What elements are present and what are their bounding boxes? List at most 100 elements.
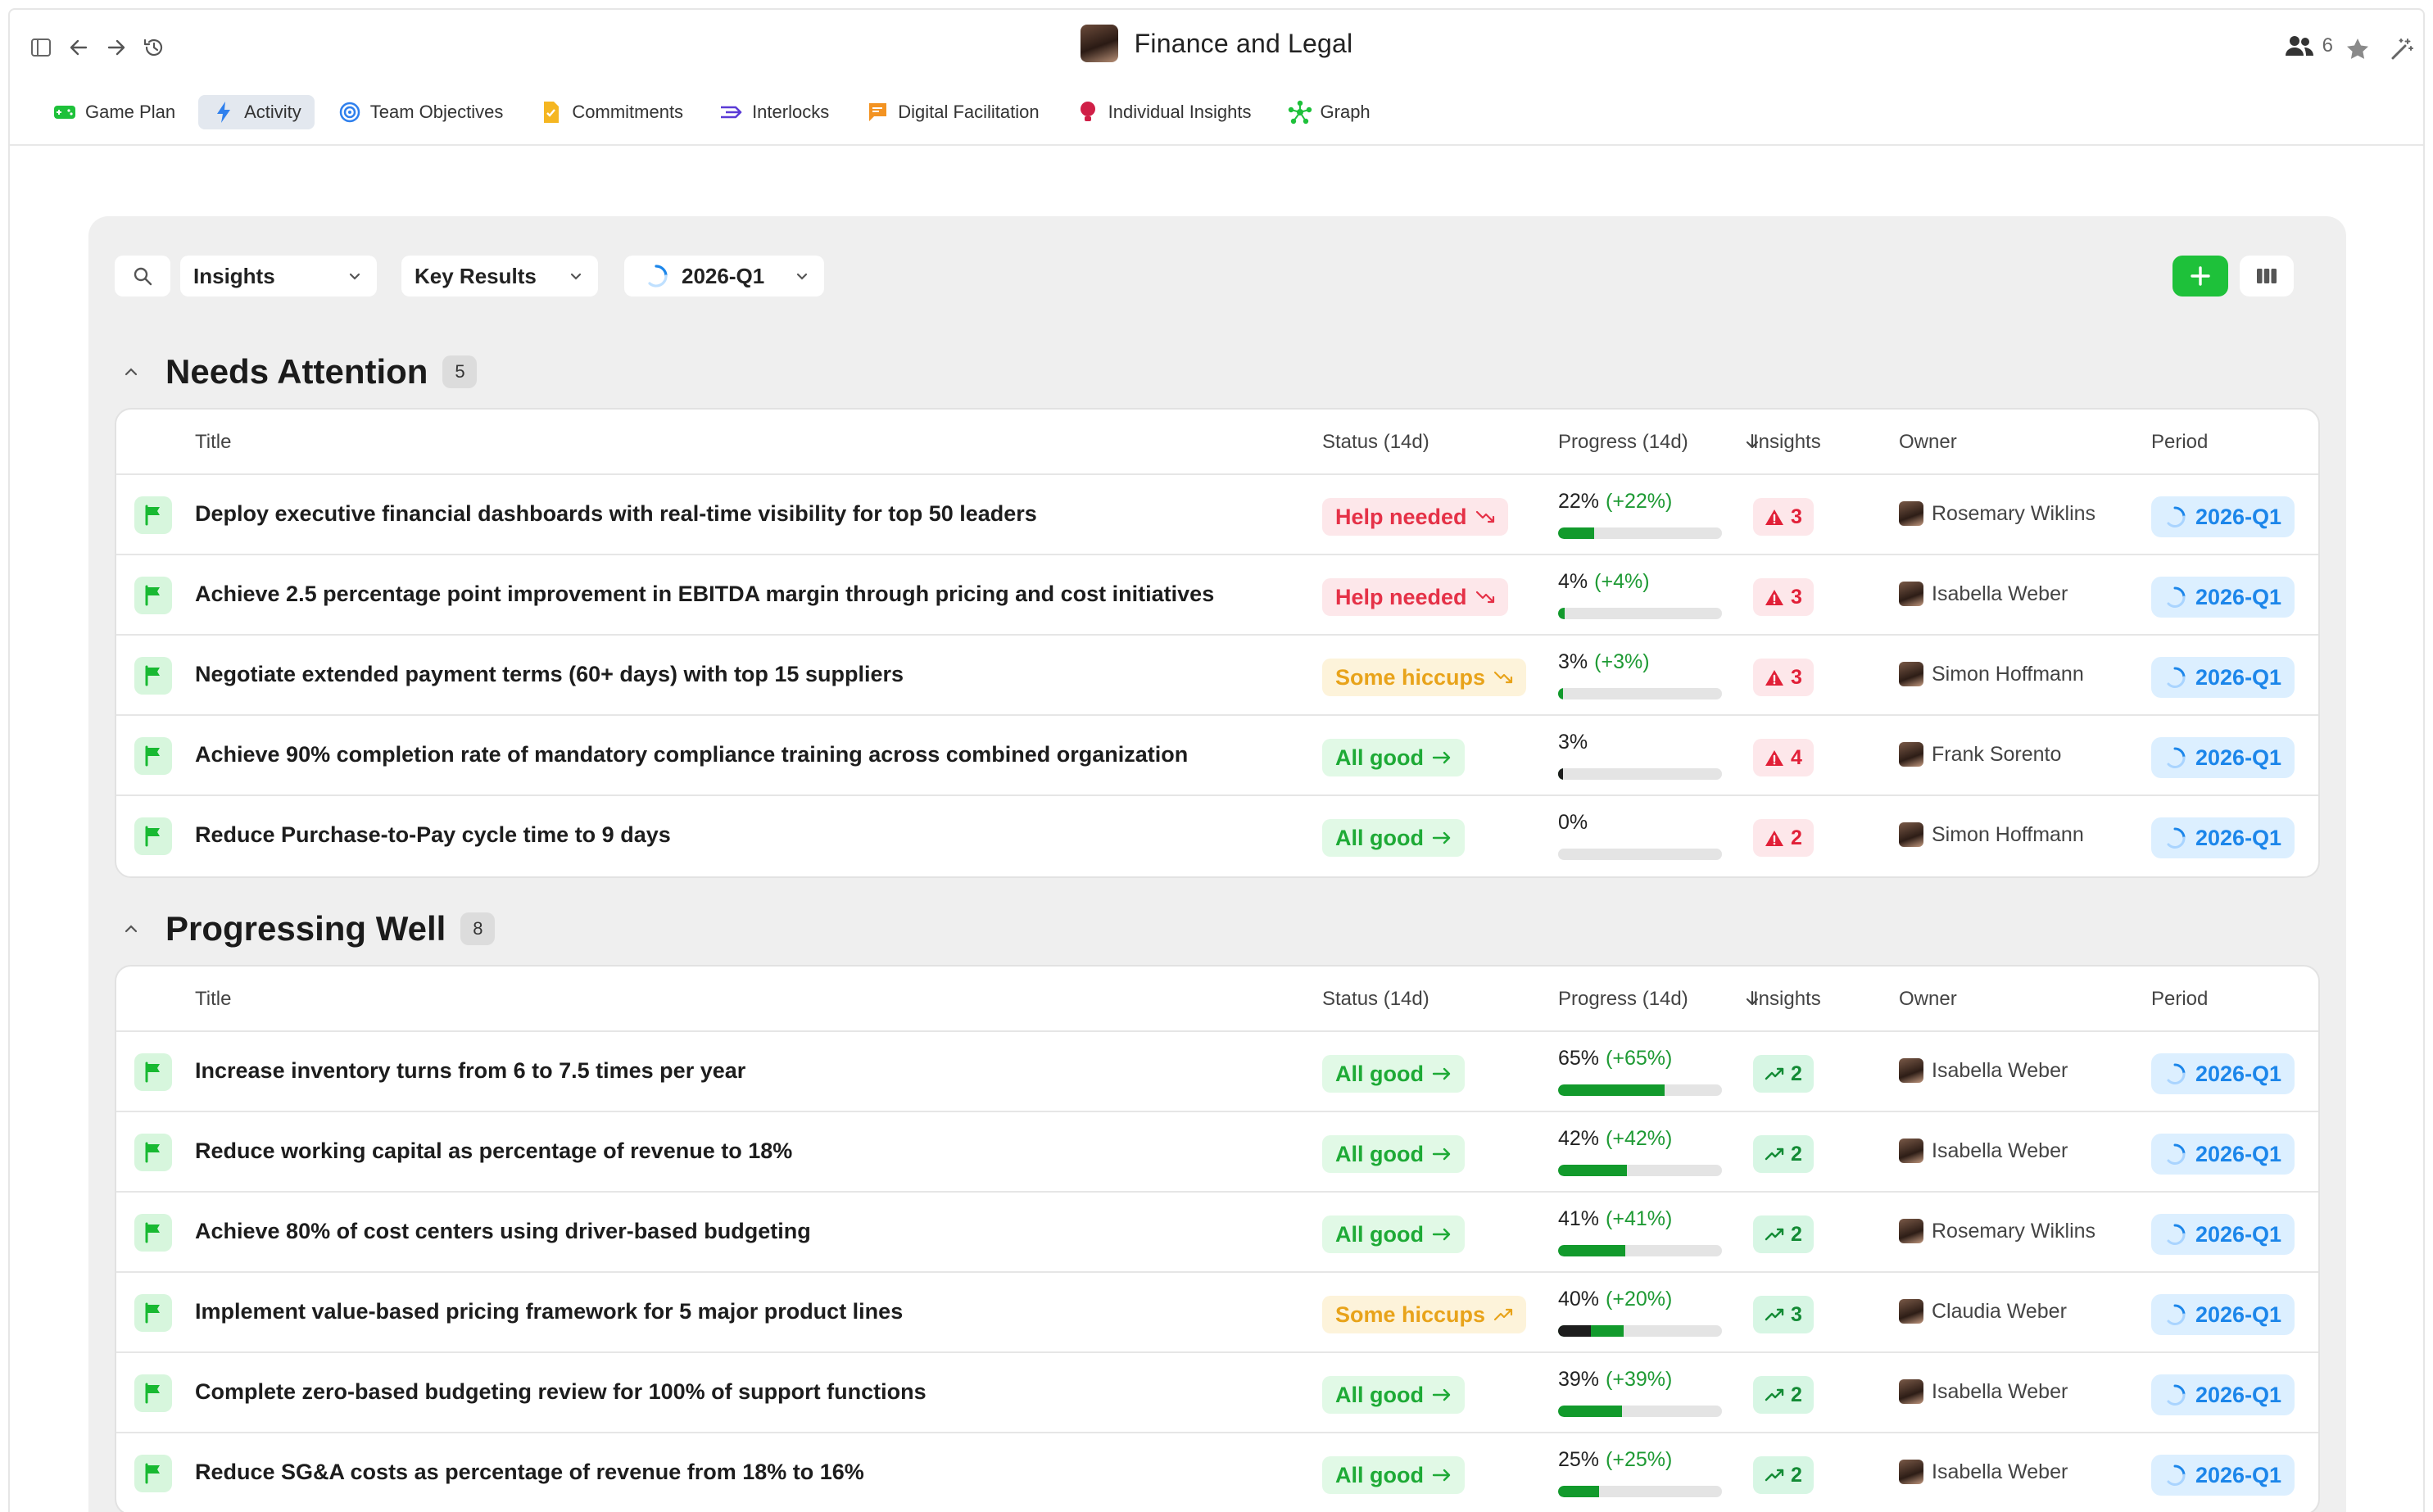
key-result-title[interactable]: Reduce working capital as percentage of … [195,1139,793,1163]
owner-name: Isabella Weber [1932,582,2068,605]
view-select[interactable]: Insights [180,256,377,297]
key-result-flag [134,1053,172,1091]
table-row[interactable]: Reduce SG&A costs as percentage of reven… [116,1433,2318,1512]
period-badge[interactable]: 2026-Q1 [2151,737,2295,778]
insights-badge[interactable]: 2 [1753,1055,1814,1093]
collapse-button[interactable] [115,920,147,938]
period-label: 2026-Q1 [2195,1382,2282,1407]
table-row[interactable]: Achieve 80% of cost centers using driver… [116,1193,2318,1273]
period-badge[interactable]: 2026-Q1 [2151,1374,2295,1415]
insights-badge[interactable]: 3 [1753,1296,1814,1333]
insights-badge[interactable]: 4 [1753,739,1814,776]
insights-count: 2 [1791,826,1802,849]
owner-cell[interactable]: Frank Sorento [1899,742,2061,767]
progress-bar [1558,527,1722,539]
owner-cell[interactable]: Rosemary Wiklins [1899,1219,2095,1243]
insights-badge[interactable]: 3 [1753,578,1814,616]
progress-cell: 40% (+20%) [1558,1288,1722,1337]
members-button[interactable]: 6 [2285,34,2333,57]
column-header-progress[interactable]: Progress (14d) [1558,988,1688,1010]
table-row[interactable]: Reduce Purchase-to-Pay cycle time to 9 d… [116,796,2318,876]
search-button[interactable] [115,256,170,297]
key-result-title[interactable]: Achieve 2.5 percentage point improvement… [195,582,1215,606]
gamepad-icon [52,100,77,124]
window-title-group: Finance and Legal [10,25,2423,62]
key-result-title[interactable]: Achieve 90% completion rate of mandatory… [195,742,1189,767]
tab-interlocks[interactable]: Interlocks [706,95,842,129]
tab-team-objectives[interactable]: Team Objectives [324,95,517,129]
owner-cell[interactable]: Isabella Weber [1899,1058,2068,1083]
insights-badge[interactable]: 2 [1753,819,1814,857]
tab-individual-insights[interactable]: Individual Insights [1062,95,1265,129]
tab-game-plan[interactable]: Game Plan [39,95,188,129]
period-select[interactable]: 2026-Q1 [624,256,824,297]
period-label: 2026-Q1 [2195,825,2282,850]
key-result-title[interactable]: Complete zero-based budgeting review for… [195,1379,927,1404]
owner-cell[interactable]: Isabella Weber [1899,582,2068,606]
column-header-progress[interactable]: Progress (14d) [1558,431,1688,453]
owner-cell[interactable]: Simon Hoffmann [1899,662,2084,686]
owner-cell[interactable]: Isabella Weber [1899,1460,2068,1484]
table-row[interactable]: Increase inventory turns from 6 to 7.5 t… [116,1032,2318,1112]
flag-icon [145,505,160,526]
sidebar-toggle-icon[interactable] [25,31,57,64]
table-row[interactable]: Achieve 2.5 percentage point improvement… [116,555,2318,636]
table-row[interactable]: Complete zero-based budgeting review for… [116,1353,2318,1433]
filter-toolbar: Insights Key Results 2026-Q1 [115,256,2320,297]
period-badge[interactable]: 2026-Q1 [2151,1134,2295,1175]
progress-bar [1558,768,1722,780]
key-result-title[interactable]: Deploy executive financial dashboards wi… [195,501,1037,526]
period-badge[interactable]: 2026-Q1 [2151,817,2295,858]
tab-digital-facilitation[interactable]: Digital Facilitation [852,95,1052,129]
period-badge[interactable]: 2026-Q1 [2151,496,2295,537]
key-result-title[interactable]: Reduce Purchase-to-Pay cycle time to 9 d… [195,822,671,847]
period-badge[interactable]: 2026-Q1 [2151,1294,2295,1335]
trend-up-icon [1765,1308,1784,1321]
owner-name: Rosemary Wiklins [1932,501,2096,525]
forward-arrow-icon[interactable] [100,31,133,64]
table-row[interactable]: Implement value-based pricing framework … [116,1273,2318,1353]
status-label: Some hiccups [1335,664,1486,690]
progress-value: 39% [1558,1368,1600,1391]
owner-cell[interactable]: Claudia Weber [1899,1299,2067,1324]
columns-button[interactable] [2240,256,2294,297]
owner-cell[interactable]: Rosemary Wiklins [1899,501,2095,526]
app-window: Finance and Legal 6 Game Plan Activity T… [8,8,2425,1512]
period-progress-icon [2167,667,2186,688]
key-result-title[interactable]: Achieve 80% of cost centers using driver… [195,1219,811,1243]
period-badge[interactable]: 2026-Q1 [2151,577,2295,618]
avatar [1899,742,1923,767]
tab-graph[interactable]: Graph [1275,95,1384,129]
key-result-title[interactable]: Negotiate extended payment terms (60+ da… [195,662,904,686]
star-icon[interactable] [2341,33,2374,66]
owner-cell[interactable]: Simon Hoffmann [1899,822,2084,847]
tab-activity[interactable]: Activity [198,95,315,129]
collapse-button[interactable] [115,363,147,381]
period-badge[interactable]: 2026-Q1 [2151,1053,2295,1094]
insights-badge[interactable]: 2 [1753,1215,1814,1253]
table-row[interactable]: Negotiate extended payment terms (60+ da… [116,636,2318,716]
history-icon[interactable] [138,31,170,64]
key-result-title[interactable]: Increase inventory turns from 6 to 7.5 t… [195,1058,746,1083]
key-result-title[interactable]: Implement value-based pricing framework … [195,1299,904,1324]
table-row[interactable]: Deploy executive financial dashboards wi… [116,475,2318,555]
table-row[interactable]: Achieve 90% completion rate of mandatory… [116,716,2318,796]
type-select[interactable]: Key Results [401,256,598,297]
insights-badge[interactable]: 2 [1753,1456,1814,1494]
period-badge[interactable]: 2026-Q1 [2151,1214,2295,1255]
insights-badge[interactable]: 2 [1753,1376,1814,1414]
add-button[interactable] [2172,256,2228,297]
insights-badge[interactable]: 3 [1753,659,1814,696]
owner-cell[interactable]: Isabella Weber [1899,1379,2068,1404]
table-row[interactable]: Reduce working capital as percentage of … [116,1112,2318,1193]
magic-wand-icon[interactable] [2385,33,2418,66]
key-result-title[interactable]: Reduce SG&A costs as percentage of reven… [195,1460,864,1484]
tab-commitments[interactable]: Commitments [526,95,696,129]
period-badge[interactable]: 2026-Q1 [2151,657,2295,698]
period-badge[interactable]: 2026-Q1 [2151,1455,2295,1496]
back-arrow-icon[interactable] [62,31,95,64]
insights-badge[interactable]: 3 [1753,498,1814,536]
owner-cell[interactable]: Isabella Weber [1899,1139,2068,1163]
search-icon [134,267,152,286]
insights-badge[interactable]: 2 [1753,1135,1814,1173]
